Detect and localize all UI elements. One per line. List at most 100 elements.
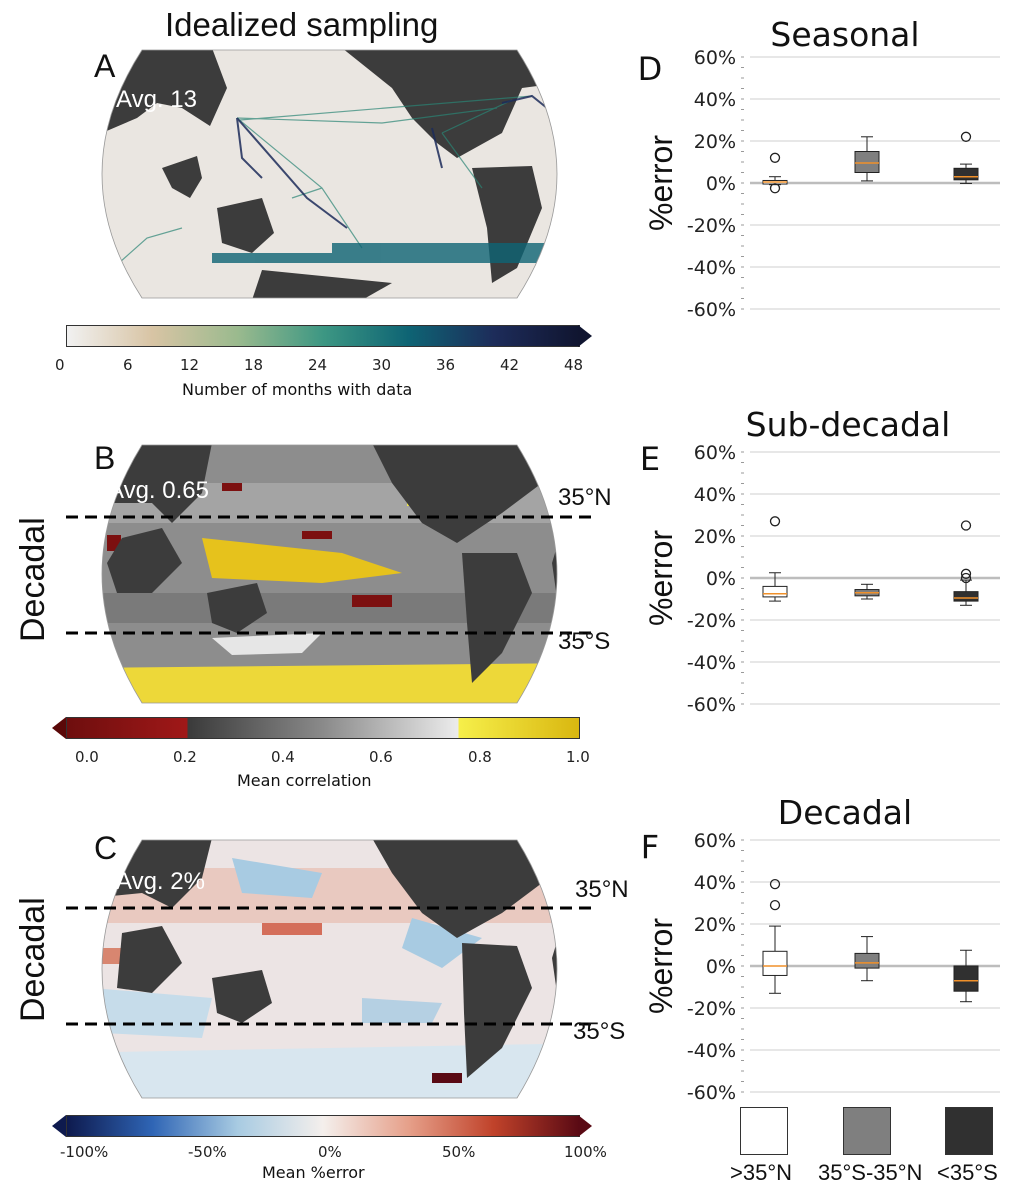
colorbar-a-tick: 24	[308, 356, 328, 374]
boxplot-y-tick: -40%	[687, 1040, 736, 1062]
boxplot-y-tick: 60%	[694, 47, 736, 69]
boxplot-y-tick: -60%	[687, 694, 736, 716]
boxplot-box-tropics	[854, 583, 880, 600]
boxplot-iqr-box	[854, 151, 880, 173]
boxplot-y-tick: 20%	[694, 914, 736, 936]
boxplot-y-axis-label: %error	[643, 530, 679, 626]
map-a-avg: Avg. 13	[116, 86, 197, 113]
legend-label-south: <35°S	[937, 1160, 998, 1185]
colorbar-c-tick: -50%	[188, 1143, 227, 1161]
boxplot-y-tick: 0%	[706, 568, 736, 590]
colorbar-a-tick: 48	[564, 356, 584, 374]
colorbar-a-tick: 12	[180, 356, 200, 374]
legend-label-tropics: 35°S-35°N	[818, 1160, 923, 1185]
boxplot-y-tick: -20%	[687, 998, 736, 1020]
boxplot-y-tick: 0%	[706, 956, 736, 978]
boxplot-panels: SeasonalD%error60%40%20%0%-20%-40%-60%Su…	[638, 15, 1000, 1104]
colorbar-a-tick: 42	[500, 356, 520, 374]
boxplot-iqr-box	[762, 585, 788, 598]
boxplot-iqr-box	[854, 952, 880, 969]
map-b-globe	[66, 444, 593, 704]
colorbar-b-tick: 0.0	[75, 748, 99, 766]
boxplot-box-south	[953, 520, 979, 606]
boxplot-box-south	[953, 949, 979, 1003]
boxplot-iqr-box	[953, 591, 979, 602]
boxplot-iqr-box	[953, 167, 979, 181]
colorbar-a-label: Number of months with data	[182, 380, 413, 399]
colorbar-c-tick: 100%	[564, 1143, 607, 1161]
colorbar-b-tick: 0.4	[271, 748, 295, 766]
colorbar-b-label: Mean correlation	[237, 771, 372, 790]
map-a-globe	[101, 49, 558, 299]
map-c-lat-north: 35°N	[575, 876, 629, 903]
map-a-title: Idealized sampling	[165, 6, 439, 43]
colorbar-a-tick: 36	[436, 356, 456, 374]
map-c-letter: C	[94, 830, 118, 866]
colorbar-b-tick: 0.2	[173, 748, 197, 766]
colorbar-c-tick: 50%	[442, 1143, 476, 1161]
map-c-avg: Avg. 2%	[116, 868, 205, 895]
boxplot-title: Sub-decadal	[746, 405, 951, 444]
boxplot-y-tick: -60%	[687, 1082, 736, 1104]
boxplot-y-tick: -20%	[687, 610, 736, 632]
boxplot-iqr-box	[762, 950, 788, 976]
boxplot-outlier	[960, 568, 972, 579]
boxplot-y-tick: 0%	[706, 173, 736, 195]
colorbar-a-tick: 30	[372, 356, 392, 374]
boxplot-title: Decadal	[778, 793, 912, 832]
boxplot-panel-d: Seasonal D %error 60% 40% 20% 0% -20% -40% -60%	[638, 15, 1000, 321]
boxplot-outlier	[769, 878, 781, 890]
boxplot-y-tick: -60%	[687, 299, 736, 321]
boxplot-outlier	[960, 572, 972, 584]
colorbar-b	[66, 717, 580, 739]
colorbar-a-ticks: 0 6 12 18 24 30 36 42 48	[55, 356, 601, 376]
colorbar-a-tick: 0	[55, 356, 65, 374]
boxplot-panel-f: Decadal F %error 60% 40% 20% 0% -20% -40% -60%	[641, 793, 1000, 1104]
boxplot-y-tick: 40%	[694, 872, 736, 894]
boxplot-outlier	[960, 520, 972, 531]
colorbar-b-extend-arrow	[52, 717, 66, 739]
colorbar-c-ticks: -100% -50% 0% 50% 100%	[55, 1143, 607, 1163]
boxplot-outlier	[769, 516, 781, 527]
colorbar-a-tick: 18	[244, 356, 264, 374]
boxplot-y-tick: 40%	[694, 484, 736, 506]
boxplot-box-south	[953, 131, 979, 184]
colorbar-b-tick: 0.6	[369, 748, 393, 766]
colorbar-c-extend-right	[578, 1115, 592, 1137]
boxplot-y-tick: 60%	[694, 442, 736, 464]
colorbar-b-tick: 1.0	[566, 748, 590, 766]
boxplot-panel-e: Sub-decadal E %error 60% 40% 20% 0% -20% -40% -60…	[640, 405, 1000, 716]
boxplot-box-tropics	[854, 936, 880, 982]
boxplot-y-tick: -20%	[687, 215, 736, 237]
boxplot-outlier	[769, 183, 781, 194]
boxplot-outlier	[960, 131, 972, 142]
boxplot-y-tick: -40%	[687, 257, 736, 279]
boxplot-y-tick: 20%	[694, 131, 736, 153]
colorbar-b-tick: 0.8	[468, 748, 492, 766]
legend-label-north: >35°N	[730, 1160, 793, 1185]
boxplot-y-tick: -40%	[687, 652, 736, 674]
map-c-side-label: Decadal	[14, 897, 52, 1022]
boxplot-y-tick: 40%	[694, 89, 736, 111]
boxplot-box-north	[762, 152, 788, 194]
map-c-lat-south: 35°S	[573, 1018, 626, 1045]
boxplot-title: Seasonal	[770, 15, 919, 54]
colorbar-a-extend-arrow	[578, 325, 592, 347]
boxplot-y-axis-label: %error	[643, 135, 679, 231]
colorbar-c-tick: -100%	[60, 1143, 109, 1161]
colorbar-c-tick: 0%	[318, 1143, 342, 1161]
boxplot-box-north	[762, 516, 788, 602]
boxplot-letter: F	[641, 828, 659, 866]
map-a-letter: A	[94, 48, 116, 84]
colorbar-b-ticks: 0.0 0.2 0.4 0.6 0.8 1.0	[55, 748, 601, 768]
boxplot-y-tick: 20%	[694, 526, 736, 548]
legend-swatch-south	[945, 1107, 993, 1155]
colorbar-c	[66, 1115, 580, 1137]
colorbar-c-label: Mean %error	[262, 1163, 365, 1182]
legend-swatch-north	[740, 1107, 788, 1155]
boxplot-y-axis-label: %error	[643, 918, 679, 1014]
boxplot-box-tropics	[854, 136, 880, 182]
boxplot-outlier	[769, 899, 781, 911]
map-b-lat-north: 35°N	[558, 484, 612, 511]
boxplot-box-north	[762, 878, 788, 994]
